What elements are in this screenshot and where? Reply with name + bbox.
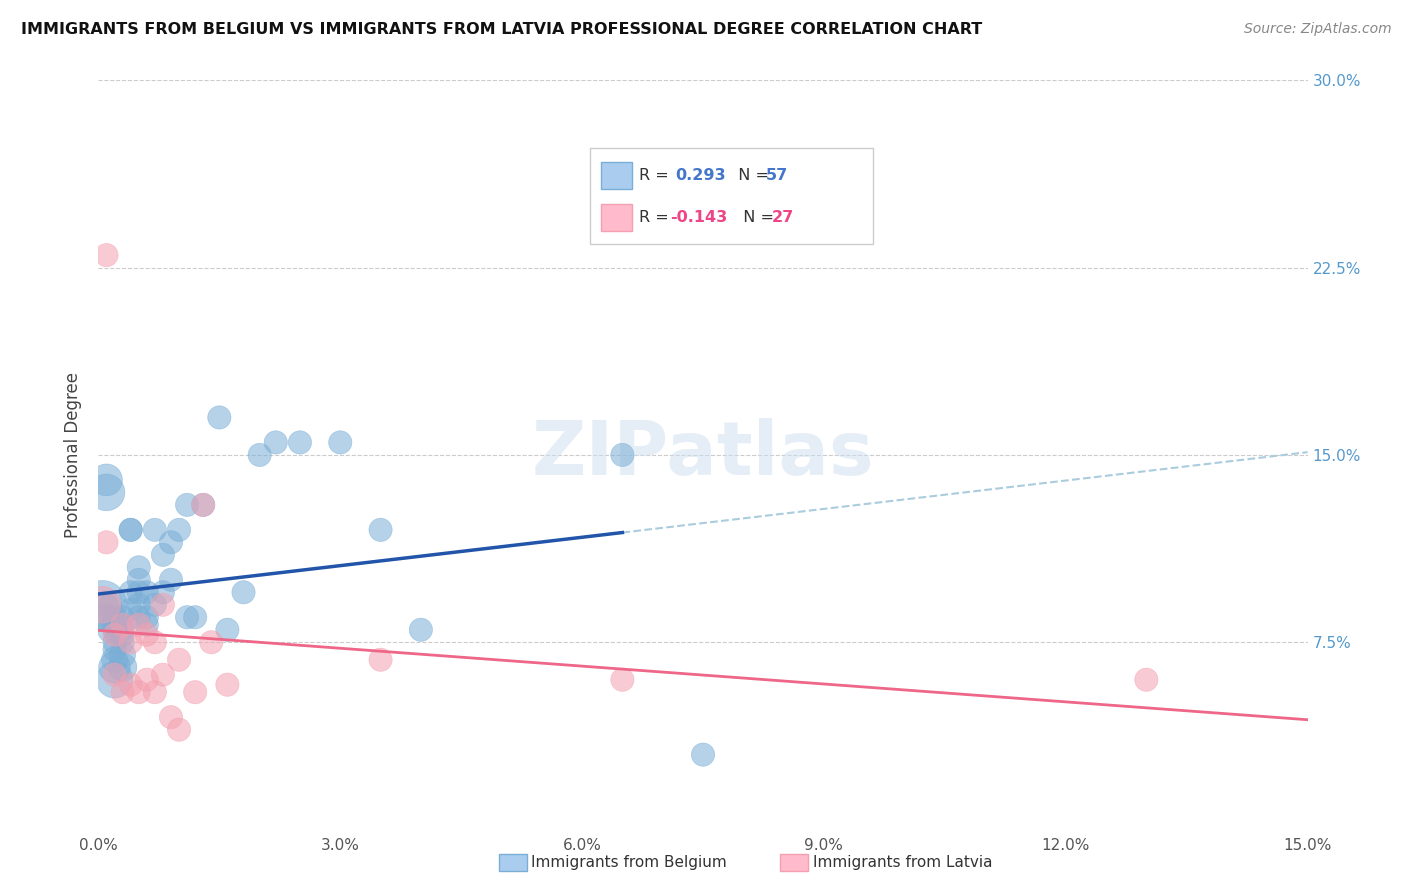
Point: [167, 653, 190, 667]
Point: [111, 660, 134, 674]
Point: [91, 598, 114, 612]
Point: [176, 610, 198, 624]
Point: [249, 448, 271, 462]
Point: [111, 617, 134, 632]
Point: [96, 535, 118, 549]
Point: [152, 548, 174, 562]
Text: IMMIGRANTS FROM BELGIUM VS IMMIGRANTS FROM LATVIA PROFESSIONAL DEGREE CORRELATIO: IMMIGRANTS FROM BELGIUM VS IMMIGRANTS FR…: [21, 22, 983, 37]
Point: [103, 635, 125, 649]
Point: [111, 623, 134, 637]
Point: [103, 667, 125, 681]
Point: [217, 623, 239, 637]
Point: [128, 685, 150, 699]
Point: [120, 635, 142, 649]
Text: 57: 57: [766, 168, 787, 183]
Point: [103, 653, 125, 667]
Point: [1135, 673, 1157, 687]
Text: N =: N =: [728, 168, 773, 183]
Point: [128, 610, 150, 624]
Point: [100, 598, 122, 612]
Point: [91, 598, 114, 612]
Point: [128, 573, 150, 587]
Point: [103, 642, 125, 657]
Point: [176, 498, 198, 512]
Point: [135, 628, 157, 642]
Point: [103, 617, 125, 632]
Point: [100, 610, 122, 624]
Point: [103, 673, 125, 687]
Point: [100, 623, 122, 637]
Point: [288, 435, 311, 450]
Point: [167, 523, 190, 537]
Point: [120, 603, 142, 617]
Text: Immigrants from Latvia: Immigrants from Latvia: [813, 855, 993, 870]
Point: [103, 610, 125, 624]
Point: [200, 635, 222, 649]
Point: [103, 628, 125, 642]
Point: [152, 585, 174, 599]
Point: [152, 667, 174, 681]
Point: [135, 610, 157, 624]
Point: [143, 635, 166, 649]
Point: [193, 498, 215, 512]
Point: [96, 473, 118, 487]
Text: N =: N =: [734, 210, 779, 225]
Point: [135, 673, 157, 687]
Text: Immigrants from Belgium: Immigrants from Belgium: [531, 855, 727, 870]
Text: 0.293: 0.293: [676, 168, 727, 183]
Y-axis label: Professional Degree: Professional Degree: [65, 372, 83, 538]
Point: [217, 678, 239, 692]
Text: -0.143: -0.143: [671, 210, 727, 225]
Point: [160, 710, 183, 724]
Point: [96, 610, 118, 624]
Point: [96, 598, 118, 612]
Point: [111, 635, 134, 649]
Text: R =: R =: [640, 168, 679, 183]
Point: [370, 653, 392, 667]
Text: ZIPatlas: ZIPatlas: [531, 418, 875, 491]
Point: [612, 448, 634, 462]
Point: [409, 623, 432, 637]
Point: [128, 598, 150, 612]
Point: [232, 585, 254, 599]
Point: [120, 523, 142, 537]
Point: [264, 435, 287, 450]
Point: [111, 617, 134, 632]
Point: [96, 485, 118, 500]
Point: [103, 660, 125, 674]
Point: [120, 523, 142, 537]
Point: [612, 673, 634, 687]
Point: [111, 685, 134, 699]
Point: [111, 648, 134, 662]
Point: [184, 685, 207, 699]
Point: [120, 678, 142, 692]
Point: [128, 585, 150, 599]
Point: [143, 598, 166, 612]
Point: [111, 610, 134, 624]
Point: [329, 435, 352, 450]
Point: [135, 617, 157, 632]
Point: [111, 628, 134, 642]
Text: Source: ZipAtlas.com: Source: ZipAtlas.com: [1244, 22, 1392, 37]
Point: [184, 610, 207, 624]
Point: [143, 523, 166, 537]
Point: [128, 617, 150, 632]
Point: [160, 573, 183, 587]
Point: [167, 723, 190, 737]
Point: [370, 523, 392, 537]
Point: [128, 560, 150, 574]
Point: [208, 410, 231, 425]
Point: [152, 598, 174, 612]
Point: [135, 585, 157, 599]
Point: [143, 685, 166, 699]
Point: [96, 248, 118, 262]
Point: [193, 498, 215, 512]
Point: [160, 535, 183, 549]
Text: 27: 27: [772, 210, 793, 225]
Point: [120, 585, 142, 599]
Text: R =: R =: [640, 210, 673, 225]
Point: [103, 623, 125, 637]
Point: [692, 747, 714, 762]
